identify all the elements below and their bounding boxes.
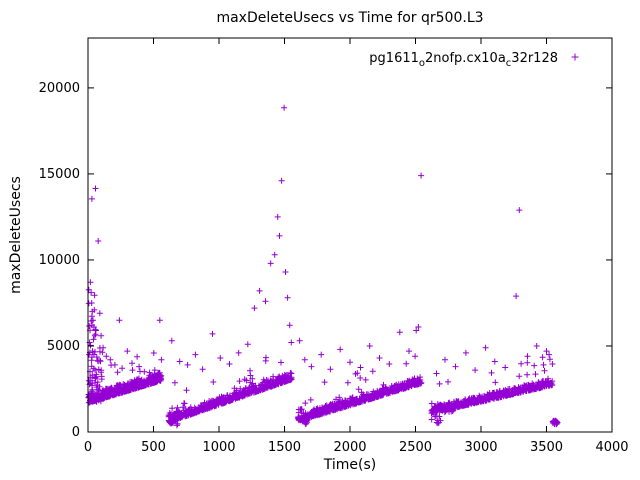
x-tick-label: 1000 bbox=[202, 440, 235, 455]
legend-series-label: pg1611o2nofp.cx10ac32r128 bbox=[369, 51, 558, 69]
y-tick-label: 10000 bbox=[39, 253, 80, 268]
x-axis-ticks: 0 500 1000 1500 2000 2500 3000 3500 4000 bbox=[84, 38, 629, 455]
y-tick-label: 5000 bbox=[47, 339, 80, 354]
x-tick-label: 3500 bbox=[530, 440, 563, 455]
x-tick-label: 1500 bbox=[268, 440, 301, 455]
x-tick-label: 4000 bbox=[595, 440, 628, 455]
x-tick-label: 3000 bbox=[464, 440, 497, 455]
x-axis-label: Time(s) bbox=[323, 457, 376, 473]
legend-marker-plus-icon bbox=[571, 53, 579, 61]
y-tick-label: 20000 bbox=[39, 81, 80, 96]
y-axis-ticks: 0 5000 10000 15000 20000 bbox=[39, 81, 612, 440]
y-axis-label: maxDeleteUsecs bbox=[8, 176, 24, 294]
x-tick-label: 0 bbox=[84, 440, 92, 455]
x-tick-label: 2000 bbox=[333, 440, 366, 455]
x-tick-label: 2500 bbox=[399, 440, 432, 455]
y-tick-label: 0 bbox=[72, 425, 80, 440]
x-tick-label: 500 bbox=[141, 440, 166, 455]
y-tick-label: 15000 bbox=[39, 167, 80, 182]
chart-title: maxDeleteUsecs vs Time for qr500.L3 bbox=[216, 10, 483, 26]
legend: pg1611o2nofp.cx10ac32r128 bbox=[369, 51, 579, 69]
